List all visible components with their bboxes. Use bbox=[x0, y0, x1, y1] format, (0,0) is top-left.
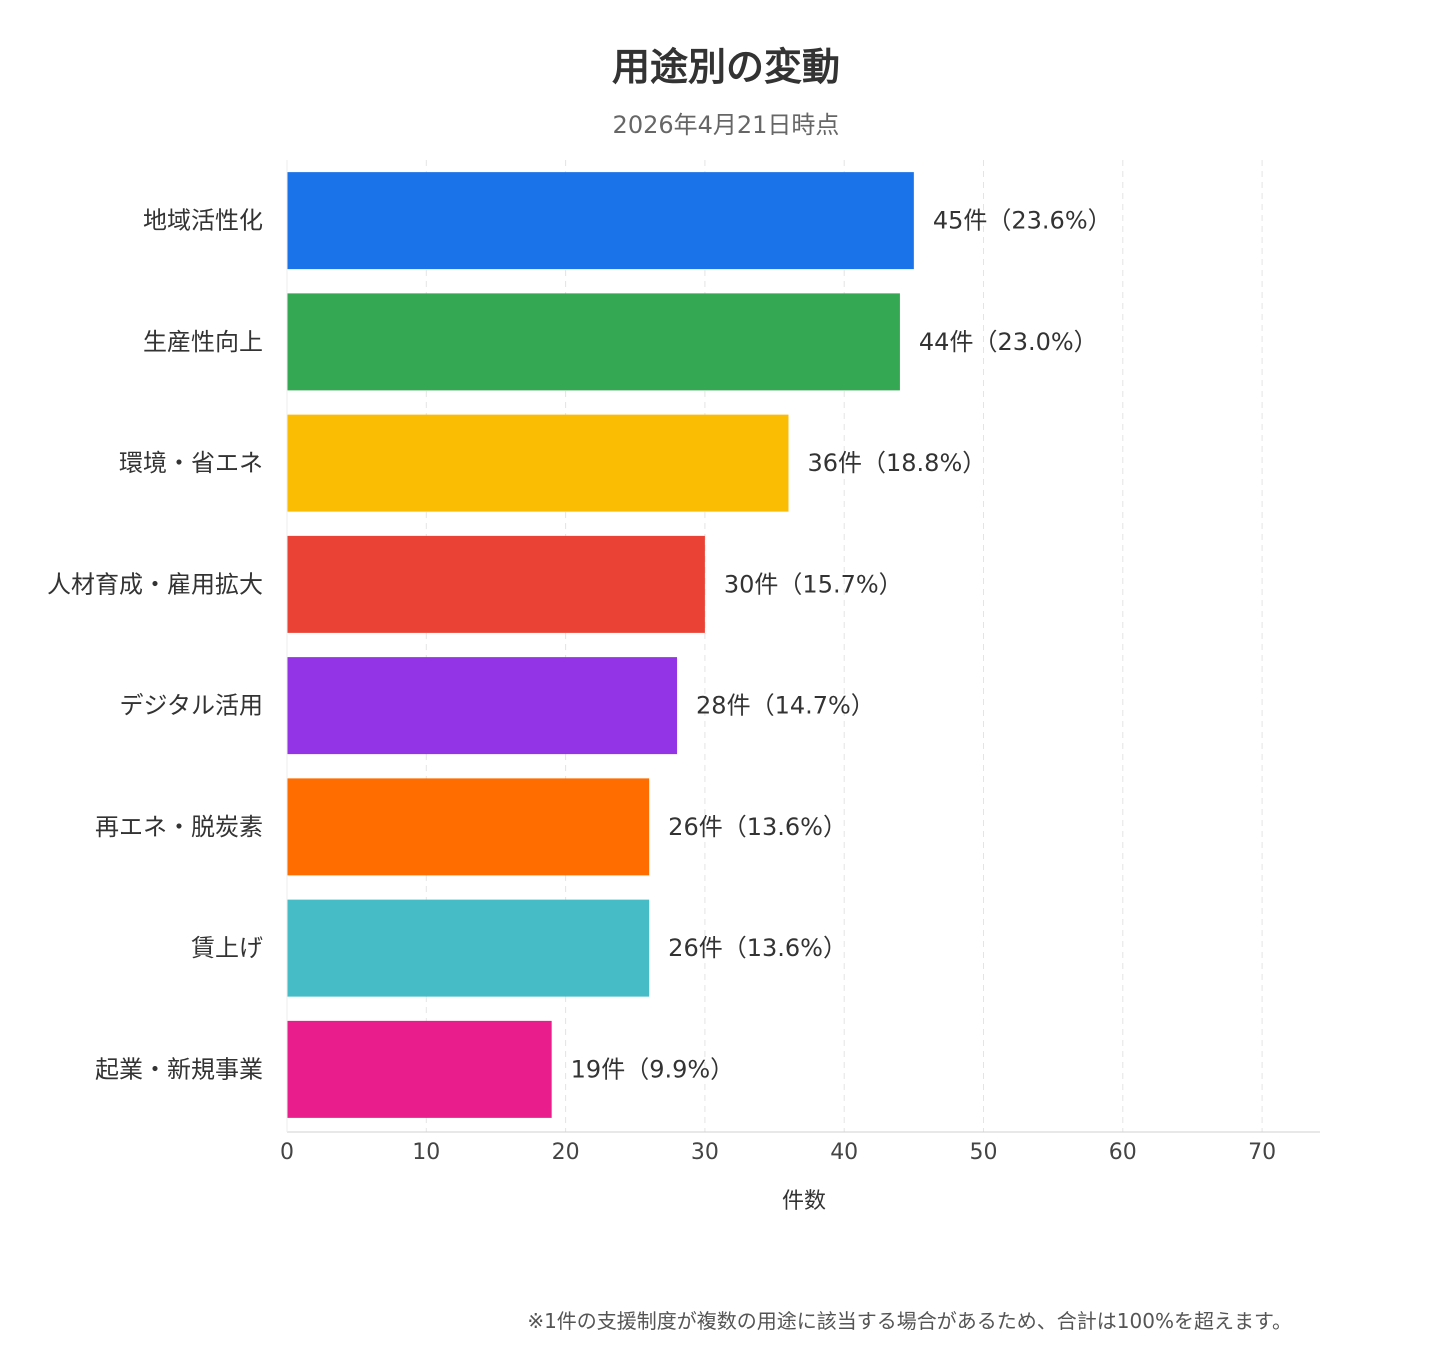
x-tick-label: 0 bbox=[280, 1140, 294, 1165]
data-label: 44件（23.0%） bbox=[919, 328, 1098, 356]
x-tick-label: 10 bbox=[412, 1140, 440, 1165]
category-label: 起業・新規事業 bbox=[95, 1055, 263, 1083]
x-tick-label: 30 bbox=[691, 1140, 719, 1165]
category-label: デジタル活用 bbox=[119, 692, 263, 720]
data-label: 45件（23.6%） bbox=[933, 207, 1112, 235]
category-label: 人材育成・雇用拡大 bbox=[47, 570, 263, 598]
bar bbox=[287, 1020, 552, 1118]
bar bbox=[287, 535, 705, 633]
category-label: 賃上げ bbox=[191, 934, 263, 962]
x-tick-label: 20 bbox=[552, 1140, 580, 1165]
data-label: 36件（18.8%） bbox=[807, 449, 986, 477]
x-tick-label: 60 bbox=[1109, 1140, 1137, 1165]
category-label: 地域活性化 bbox=[143, 207, 263, 235]
data-label: 26件（13.6%） bbox=[668, 934, 847, 962]
x-tick-label: 70 bbox=[1248, 1140, 1276, 1165]
bar bbox=[287, 778, 650, 876]
data-label: 30件（15.7%） bbox=[724, 570, 903, 598]
category-label: 再エネ・脱炭素 bbox=[95, 813, 263, 841]
category-label: 環境・省エネ bbox=[119, 449, 263, 477]
bar bbox=[287, 293, 900, 391]
bar bbox=[287, 172, 914, 270]
x-tick-label: 40 bbox=[830, 1140, 858, 1165]
bar bbox=[287, 657, 678, 755]
data-label: 19件（9.9%） bbox=[571, 1055, 735, 1083]
bar bbox=[287, 899, 650, 997]
x-tick-label: 50 bbox=[970, 1140, 998, 1165]
category-label: 生産性向上 bbox=[143, 328, 263, 356]
bars: 地域活性化 45件（23.6%） 生産性向上 44件（23.0%） 環境・省エネ 36件（… bbox=[47, 172, 1112, 1118]
data-label: 28件（14.7%） bbox=[696, 692, 875, 720]
x-axis: 0 10 20 30 40 50 60 70 bbox=[280, 160, 1320, 1165]
data-label: 26件（13.6%） bbox=[668, 813, 847, 841]
chart-subtitle: 2026年4月21日時点 bbox=[612, 111, 840, 139]
gridlines bbox=[425, 160, 1263, 1132]
chart-title: 用途別の変動 bbox=[611, 45, 840, 89]
x-axis-title: 件数 bbox=[782, 1189, 826, 1214]
bar bbox=[287, 414, 789, 512]
footnote: ※1件の支援制度が複数の用途に該当する場合があるため、合計は100%を超えます。 bbox=[527, 1309, 1292, 1333]
